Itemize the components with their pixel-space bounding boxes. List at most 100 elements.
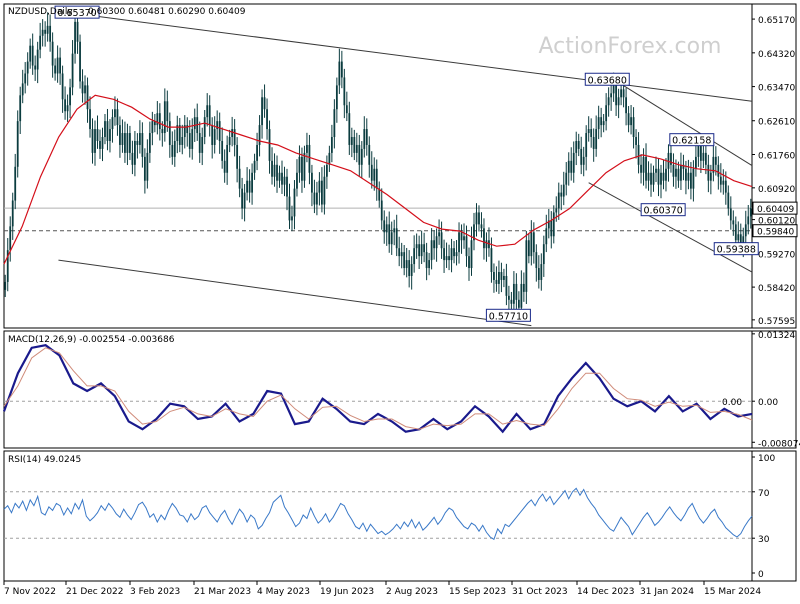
candle-body bbox=[560, 192, 563, 197]
candle-body bbox=[91, 129, 94, 153]
candle-body bbox=[101, 137, 104, 149]
candle-body bbox=[535, 252, 538, 269]
candle-body bbox=[258, 125, 261, 145]
candle-body bbox=[26, 61, 29, 74]
candle-body bbox=[600, 117, 603, 126]
date-tick-label: 31 Jan 2024 bbox=[640, 587, 694, 597]
candle-body bbox=[291, 216, 293, 221]
price-annotation-box bbox=[640, 203, 686, 217]
candle-body bbox=[119, 125, 121, 145]
candle-body bbox=[278, 172, 281, 181]
candle-body bbox=[390, 232, 393, 245]
price-annotation-label: 0.63680 bbox=[588, 75, 627, 86]
candle-body bbox=[652, 172, 655, 185]
candle-body bbox=[114, 109, 116, 118]
candle-body bbox=[231, 129, 234, 138]
candle-body bbox=[345, 105, 348, 114]
candle-body bbox=[570, 160, 573, 173]
macd-title: MACD(12,26,9) -0.002554 -0.003686 bbox=[8, 335, 175, 345]
rsi-tick-label: 30 bbox=[758, 535, 770, 545]
candle-body bbox=[124, 133, 126, 153]
candle-body bbox=[104, 121, 106, 138]
rsi-panel-frame bbox=[3, 450, 797, 582]
price-annotation-box bbox=[713, 242, 759, 256]
candle-body bbox=[595, 129, 598, 149]
candle-body bbox=[699, 144, 702, 161]
candle-group bbox=[4, 10, 752, 321]
candle-body bbox=[163, 101, 166, 134]
candle-body bbox=[343, 77, 346, 106]
candle-body bbox=[21, 83, 24, 96]
candle-body bbox=[525, 240, 528, 292]
candle-body bbox=[602, 121, 605, 126]
candle-body bbox=[168, 121, 171, 145]
candle-body bbox=[11, 200, 14, 227]
candle-body bbox=[71, 53, 74, 88]
candle-body bbox=[51, 41, 54, 66]
candle-body bbox=[647, 172, 650, 181]
candle-body bbox=[353, 137, 356, 153]
candle-body bbox=[141, 133, 144, 157]
macd-zero-label: 0.00 bbox=[722, 398, 742, 408]
candle-body bbox=[737, 234, 740, 241]
price-annotation-label: 0.60370 bbox=[644, 206, 683, 217]
candle-body bbox=[316, 192, 318, 205]
sma-line bbox=[3, 94, 753, 265]
date-tick-label: 15 Mar 2024 bbox=[704, 587, 761, 597]
candle-body bbox=[460, 232, 463, 241]
price-tick-label: 0.62610 bbox=[758, 118, 795, 128]
date-tick-label: 21 Mar 2023 bbox=[194, 587, 251, 597]
candle-body bbox=[311, 172, 313, 193]
date-tick-label: 14 Dec 2023 bbox=[577, 587, 635, 597]
candle-body bbox=[704, 152, 707, 165]
candle-body bbox=[380, 200, 383, 221]
candle-body bbox=[405, 260, 408, 269]
candle-body bbox=[395, 228, 398, 249]
candle-body bbox=[677, 168, 680, 181]
candle-body bbox=[9, 226, 12, 251]
macd-panel-frame bbox=[3, 330, 797, 449]
candle-body bbox=[363, 129, 366, 149]
rsi-line bbox=[3, 487, 753, 541]
candle-body bbox=[223, 160, 226, 173]
candle-body bbox=[41, 29, 44, 36]
candle-body bbox=[605, 105, 608, 122]
macd-signal-line bbox=[3, 347, 753, 430]
candle-body bbox=[4, 281, 7, 290]
candle-body bbox=[283, 176, 286, 185]
candle-body bbox=[445, 256, 448, 261]
candle-body bbox=[707, 164, 710, 181]
price-annotation-box bbox=[54, 5, 100, 19]
candle-body bbox=[532, 232, 535, 253]
candle-body bbox=[121, 133, 124, 145]
candle-body bbox=[276, 164, 278, 181]
candle-body bbox=[590, 129, 593, 138]
candle-body bbox=[153, 121, 156, 126]
candle-body bbox=[749, 208, 752, 217]
candle-body bbox=[423, 244, 426, 253]
price-tick-label: 0.61760 bbox=[758, 151, 795, 161]
candle-body bbox=[36, 49, 39, 70]
candle-body bbox=[739, 234, 742, 245]
candle-body bbox=[221, 140, 224, 161]
candle-body bbox=[415, 244, 418, 249]
candle-body bbox=[550, 220, 553, 237]
candle-body bbox=[622, 89, 625, 98]
candle-body bbox=[719, 176, 722, 185]
candle-body bbox=[228, 137, 231, 145]
candle-body bbox=[473, 224, 475, 241]
candle-body bbox=[218, 121, 221, 141]
candle-body bbox=[136, 140, 139, 145]
price-tick-label: 0.59270 bbox=[758, 250, 795, 260]
candle-body bbox=[173, 140, 176, 157]
candle-body bbox=[542, 244, 545, 265]
candle-body bbox=[233, 129, 236, 145]
candle-body bbox=[585, 133, 588, 157]
candle-body bbox=[712, 156, 715, 173]
candle-body bbox=[201, 137, 204, 153]
candle-body bbox=[485, 240, 488, 249]
candle-body bbox=[89, 109, 91, 130]
candle-body bbox=[109, 129, 111, 141]
dashed-level-label: 0.59840 bbox=[757, 228, 794, 238]
candle-body bbox=[158, 113, 161, 130]
